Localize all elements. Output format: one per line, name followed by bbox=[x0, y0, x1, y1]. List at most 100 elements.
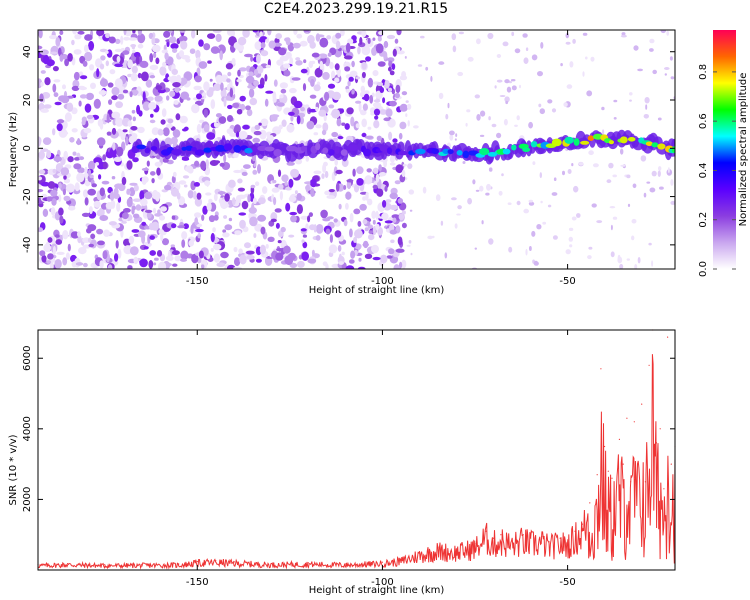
noise-blob bbox=[449, 134, 454, 141]
snr-point bbox=[437, 546, 439, 548]
noise-blob bbox=[271, 187, 280, 193]
signal-peak bbox=[340, 149, 348, 156]
snr-point bbox=[648, 364, 650, 366]
noise-blob bbox=[344, 66, 351, 72]
noise-blob bbox=[372, 70, 379, 77]
noise-blob bbox=[350, 250, 356, 259]
noise-blob bbox=[658, 166, 662, 171]
noise-blob bbox=[169, 90, 176, 97]
noise-blob bbox=[398, 132, 403, 140]
noise-blob bbox=[175, 113, 181, 121]
noise-blob bbox=[379, 109, 388, 115]
noise-blob bbox=[144, 209, 153, 213]
noise-blob bbox=[137, 230, 146, 238]
noise-blob bbox=[360, 85, 365, 93]
signal-peak bbox=[587, 135, 595, 141]
signal-peak bbox=[657, 143, 666, 150]
noise-blob bbox=[278, 124, 283, 130]
noise-blob bbox=[181, 55, 191, 60]
noise-blob bbox=[58, 47, 62, 57]
noise-blob bbox=[133, 213, 140, 219]
noise-blob bbox=[136, 55, 140, 65]
noise-blob bbox=[326, 35, 332, 40]
noise-blob bbox=[357, 46, 361, 55]
noise-blob bbox=[620, 34, 627, 38]
noise-blob bbox=[571, 216, 577, 221]
snr-point bbox=[485, 530, 487, 532]
signal-peak bbox=[447, 149, 454, 155]
snr-point bbox=[559, 537, 561, 539]
noise-blob bbox=[206, 87, 214, 98]
snr-point bbox=[104, 564, 106, 566]
noise-blob bbox=[90, 82, 96, 90]
signal-peak bbox=[136, 144, 147, 150]
noise-blob bbox=[47, 253, 54, 260]
signal-peak bbox=[334, 146, 340, 154]
noise-blob bbox=[340, 30, 345, 37]
noise-blob bbox=[305, 156, 310, 162]
noise-blob bbox=[285, 202, 291, 212]
noise-blob bbox=[265, 90, 274, 94]
noise-blob bbox=[58, 207, 64, 216]
noise-blob bbox=[196, 93, 202, 100]
noise-blob bbox=[407, 163, 413, 170]
noise-blob bbox=[384, 220, 393, 224]
noise-blob bbox=[237, 36, 247, 46]
noise-blob bbox=[363, 93, 370, 102]
noise-blob bbox=[105, 60, 110, 67]
noise-blob bbox=[149, 235, 155, 240]
noise-blob bbox=[371, 210, 377, 219]
noise-blob bbox=[127, 265, 133, 269]
noise-blob bbox=[219, 162, 225, 167]
noise-blob bbox=[343, 55, 353, 60]
noise-blob bbox=[185, 165, 194, 173]
noise-blob bbox=[237, 178, 243, 184]
noise-blob bbox=[353, 208, 361, 215]
noise-blob bbox=[462, 161, 466, 164]
noise-blob bbox=[539, 172, 542, 179]
noise-blob bbox=[84, 103, 92, 113]
noise-blob bbox=[73, 163, 82, 170]
noise-blob bbox=[649, 48, 654, 52]
noise-blob bbox=[340, 108, 344, 113]
noise-blob bbox=[253, 130, 262, 136]
noise-blob bbox=[334, 77, 340, 83]
noise-blob bbox=[338, 253, 342, 263]
noise-blob bbox=[486, 183, 491, 191]
noise-blob bbox=[302, 234, 307, 238]
noise-blob bbox=[240, 103, 246, 111]
noise-blob bbox=[610, 251, 615, 258]
noise-blob bbox=[77, 138, 81, 146]
noise-blob bbox=[307, 258, 317, 264]
noise-blob bbox=[504, 79, 510, 84]
snr-point bbox=[596, 474, 598, 476]
noise-blob bbox=[379, 172, 387, 177]
noise-blob bbox=[534, 260, 538, 263]
noise-blob bbox=[85, 92, 94, 101]
noise-blob bbox=[438, 92, 444, 100]
noise-blob bbox=[158, 261, 167, 269]
noise-blob bbox=[152, 44, 161, 53]
noise-blob bbox=[254, 41, 262, 51]
noise-blob bbox=[315, 235, 321, 241]
noise-blob bbox=[389, 100, 397, 107]
noise-blob bbox=[180, 80, 185, 87]
noise-blob bbox=[355, 123, 360, 129]
noise-blob bbox=[46, 260, 52, 264]
noise-blob bbox=[368, 234, 375, 241]
noise-blob bbox=[172, 263, 178, 267]
signal-peak bbox=[645, 141, 654, 147]
noise-blob bbox=[59, 215, 64, 224]
noise-blob bbox=[378, 30, 385, 36]
noise-blob bbox=[171, 223, 177, 229]
noise-blob bbox=[382, 200, 387, 208]
noise-blob bbox=[206, 202, 212, 212]
noise-blob bbox=[256, 65, 264, 74]
noise-blob bbox=[101, 180, 110, 185]
noise-blob bbox=[180, 250, 189, 260]
noise-blob bbox=[181, 231, 188, 240]
noise-blob bbox=[88, 40, 95, 51]
noise-blob bbox=[565, 41, 571, 45]
noise-blob bbox=[651, 170, 657, 177]
noise-blob bbox=[394, 180, 401, 185]
